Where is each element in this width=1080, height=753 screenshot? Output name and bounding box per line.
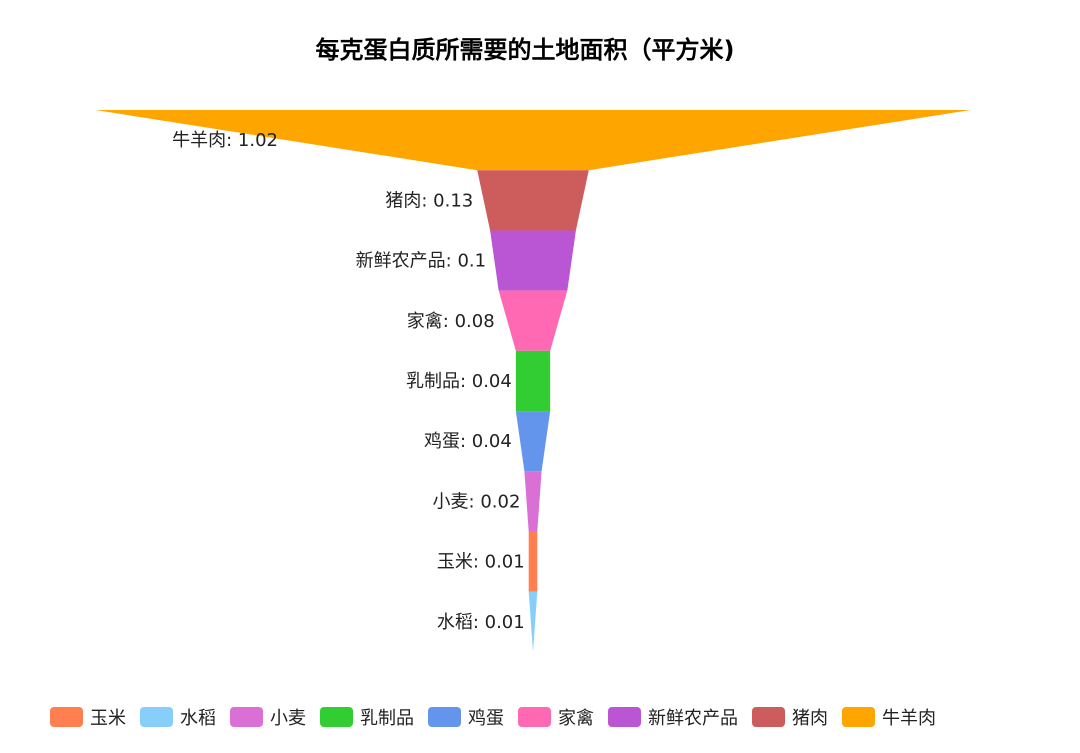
funnel-segment[interactable] (515, 350, 551, 412)
legend-label: 乳制品 (360, 708, 414, 729)
legend-item[interactable]: 新鲜农产品 (608, 707, 738, 729)
segment-label: 家禽: 0.08 (407, 311, 495, 332)
legend-swatch (518, 707, 551, 727)
legend-item[interactable]: 乳制品 (320, 707, 414, 729)
funnel-segment[interactable] (528, 531, 538, 592)
funnel-segments (95, 110, 971, 652)
chart-title: 每克蛋白质所需要的土地面积（平方米) (316, 36, 735, 64)
legend-item[interactable]: 猪肉 (752, 707, 828, 729)
legend-swatch (842, 707, 875, 727)
funnel-segment[interactable] (528, 591, 538, 652)
legend-swatch (50, 707, 83, 727)
segment-label: 牛羊肉: 1.02 (172, 130, 278, 151)
segment-label: 小麦: 0.02 (433, 491, 521, 512)
legend-label: 猪肉 (792, 708, 828, 729)
funnel-segment[interactable] (95, 110, 971, 171)
legend-item[interactable]: 水稻 (140, 707, 216, 729)
legend-label: 小麦 (270, 708, 306, 729)
legend-item[interactable]: 鸡蛋 (428, 707, 504, 729)
funnel-segment[interactable] (490, 230, 576, 291)
legend-label: 玉米 (90, 708, 126, 729)
legend-swatch (140, 707, 173, 727)
legend-swatch (230, 707, 263, 727)
segment-label: 猪肉: 0.13 (385, 190, 473, 211)
funnel-segment[interactable] (498, 290, 568, 351)
legend-label: 鸡蛋 (468, 708, 504, 729)
segment-label: 新鲜农产品: 0.1 (356, 251, 486, 272)
funnel-segment[interactable] (515, 411, 551, 472)
legend-swatch (752, 707, 785, 727)
legend-swatch (608, 707, 641, 727)
legend-item[interactable]: 小麦 (230, 707, 306, 729)
legend-swatch (428, 707, 461, 727)
legend-label: 新鲜农产品 (648, 708, 738, 729)
segment-label: 玉米: 0.01 (437, 552, 525, 573)
legend-swatch (320, 707, 353, 727)
legend-label: 牛羊肉 (882, 708, 936, 729)
legend[interactable]: 玉米 水稻 小麦 乳制品 鸡蛋 家禽 新鲜农产品 猪肉 牛羊肉 (50, 707, 936, 729)
segment-label: 乳制品: 0.04 (406, 371, 512, 392)
segment-label: 鸡蛋: 0.04 (424, 431, 512, 452)
legend-label: 水稻 (180, 708, 216, 729)
segment-label: 水稻: 0.01 (437, 612, 525, 633)
legend-label: 家禽 (558, 708, 594, 729)
legend-item[interactable]: 家禽 (518, 707, 594, 729)
funnel-segment[interactable] (524, 471, 542, 532)
legend-item[interactable]: 牛羊肉 (842, 707, 936, 729)
segment-labels: 牛羊肉: 1.02 猪肉: 0.13 新鲜农产品: 0.1 家禽: 0.08 乳制品: … (172, 130, 525, 633)
legend-item[interactable]: 玉米 (50, 707, 126, 729)
funnel-segment[interactable] (477, 170, 589, 231)
